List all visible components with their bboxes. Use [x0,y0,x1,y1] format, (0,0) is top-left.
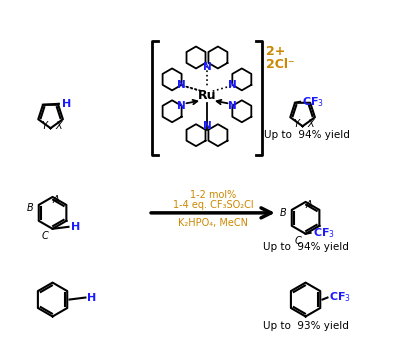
Text: C: C [294,236,301,246]
Text: 1-4 eq. CF₃SO₂Cl: 1-4 eq. CF₃SO₂Cl [173,200,253,210]
Text: X: X [55,121,62,131]
Text: CF$_3$: CF$_3$ [302,95,324,109]
Text: N: N [203,62,211,72]
Text: C: C [41,231,48,241]
Text: H: H [87,293,97,303]
Text: N: N [228,80,237,90]
Text: 1-2 mol%: 1-2 mol% [190,190,236,200]
Text: K₂HPO₄, MeCN: K₂HPO₄, MeCN [178,218,248,228]
Text: CF$_3$: CF$_3$ [329,291,351,304]
Text: A: A [305,200,312,210]
Text: B: B [280,208,287,218]
Text: Up to  93% yield: Up to 93% yield [263,321,349,331]
Text: B: B [27,203,33,213]
Text: X: X [307,119,314,129]
Text: H: H [71,222,81,232]
Text: Ru: Ru [198,89,216,102]
Text: N: N [203,121,211,131]
Text: N: N [177,101,186,111]
Text: H: H [62,99,71,109]
Text: N: N [177,80,186,90]
Text: 2Cl⁻: 2Cl⁻ [266,59,294,71]
Text: Up to  94% yield: Up to 94% yield [264,130,349,140]
Text: A: A [52,195,59,205]
Text: N: N [228,101,237,111]
Text: 2+: 2+ [266,45,285,57]
Text: Y: Y [294,119,299,129]
Text: CF$_3$: CF$_3$ [312,226,335,240]
Text: Y: Y [42,121,48,131]
Text: Up to  94% yield: Up to 94% yield [263,242,349,252]
